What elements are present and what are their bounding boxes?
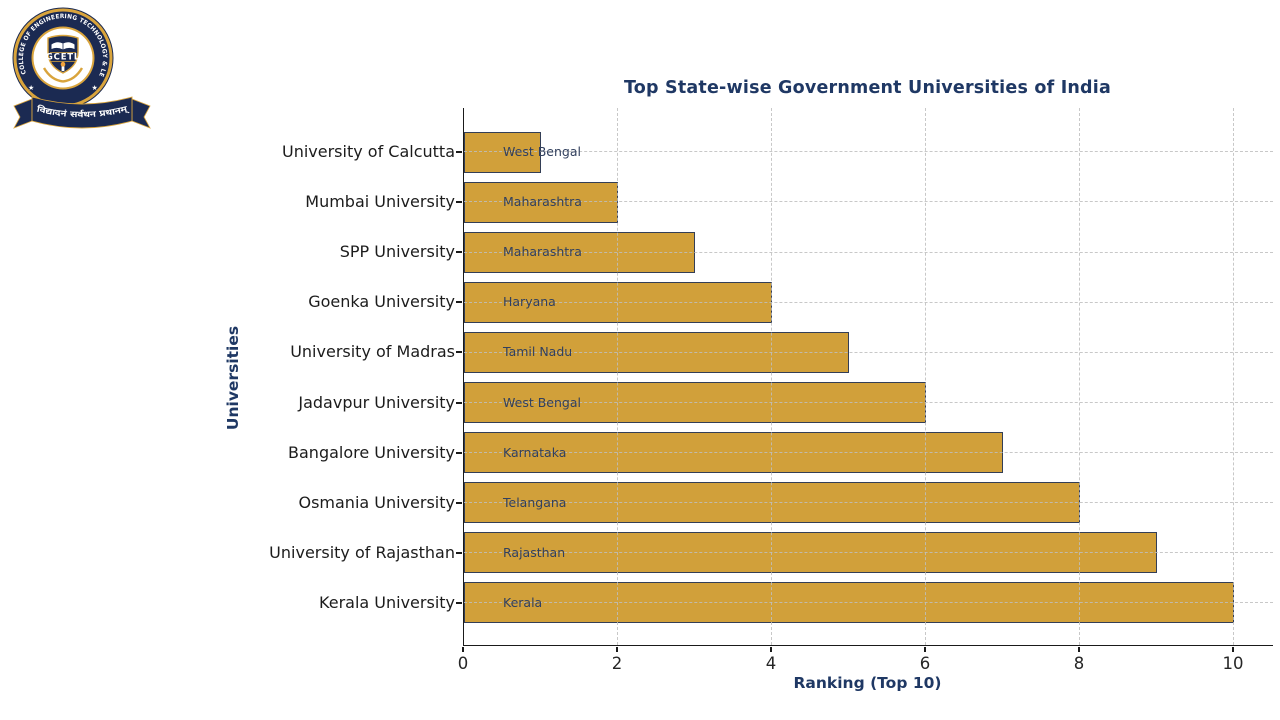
logo-acronym: GCETL	[46, 53, 80, 63]
chart-title: Top State-wise Government Universities o…	[623, 78, 1111, 98]
bar-state-label: West Bengal	[503, 144, 581, 159]
bar-state-label: Haryana	[503, 294, 556, 310]
y-tick-mark	[456, 151, 462, 153]
x-tick-mark	[924, 647, 926, 652]
y-category-label: Kerala University	[319, 592, 455, 612]
gcetl-logo-graphic: GLOBAL COLLEGE OF ENGINEERING TECHNOLOGY…	[3, 0, 151, 129]
x-tick-mark	[1232, 647, 1234, 652]
y-category-label: Osmania University	[298, 492, 455, 512]
plot-area: West Bengal Maharashtra Maharashtra Haryana…	[463, 108, 1273, 646]
y-tick-mark	[456, 401, 462, 404]
bar-labels-layer: West Bengal Maharashtra Maharashtra Haryana…	[464, 108, 1273, 645]
x-tick-label: 8	[1073, 654, 1085, 673]
y-tick-mark	[456, 451, 462, 454]
laurel-left	[42, 67, 64, 83]
y-tick-mark	[456, 201, 462, 204]
x-tick-label: 4	[765, 654, 777, 673]
star-icon: ★	[28, 84, 34, 92]
x-tick-label: 0	[457, 654, 469, 673]
bar-state-label: Tamil Nadu	[503, 344, 573, 360]
bar-state-label: Rajasthan	[503, 544, 566, 560]
bar-state-label: Maharashtra	[503, 244, 582, 260]
star-icon: ★	[92, 84, 98, 92]
y-tick-mark	[456, 601, 462, 604]
y-tick-mark	[456, 351, 462, 354]
y-category-label: SPP University	[339, 242, 455, 262]
bar-state-label: Kerala	[503, 594, 543, 610]
x-tick-mark	[1078, 647, 1080, 652]
bar-state-label: Telangana	[503, 494, 567, 510]
torch-stem	[61, 66, 65, 72]
x-tick-label: 2	[611, 654, 623, 673]
y-category-label: Goenka University	[308, 292, 455, 312]
x-tick-mark	[616, 647, 618, 652]
y-category-label: University of Calcutta	[281, 142, 455, 161]
torch-flame-icon	[60, 61, 66, 67]
y-tick-mark	[456, 551, 462, 554]
x-tick-mark	[462, 647, 464, 652]
y-category-label: Mumbai University	[305, 192, 455, 212]
x-tick-mark	[770, 647, 772, 652]
y-category-label: University of Madras	[290, 342, 455, 362]
y-category-label: Jadavpur University	[298, 392, 455, 412]
bar-state-label: Karnataka	[503, 444, 567, 460]
laurel-right	[62, 67, 84, 83]
bar-state-label: West Bengal	[503, 394, 581, 410]
y-tick-labels: University of Calcutta Mumbai University S…	[0, 108, 455, 645]
x-tick-label: 6	[919, 654, 931, 673]
y-tick-mark	[456, 251, 462, 254]
x-axis-title: Ranking (Top 10)	[793, 674, 942, 692]
gcetl-logo: GLOBAL COLLEGE OF ENGINEERING TECHNOLOGY…	[3, 0, 156, 144]
bar-state-label: Maharashtra	[503, 194, 582, 210]
y-category-label: Bangalore University	[288, 442, 455, 462]
y-category-label: University of Rajasthan	[269, 542, 455, 562]
ribbon-banner	[31, 96, 133, 129]
y-tick-mark	[456, 501, 462, 504]
y-tick-mark	[456, 301, 462, 304]
x-tick-label: 10	[1222, 654, 1244, 673]
